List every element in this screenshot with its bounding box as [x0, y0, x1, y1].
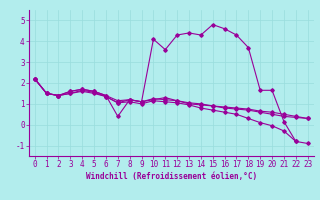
X-axis label: Windchill (Refroidissement éolien,°C): Windchill (Refroidissement éolien,°C) — [86, 172, 257, 181]
